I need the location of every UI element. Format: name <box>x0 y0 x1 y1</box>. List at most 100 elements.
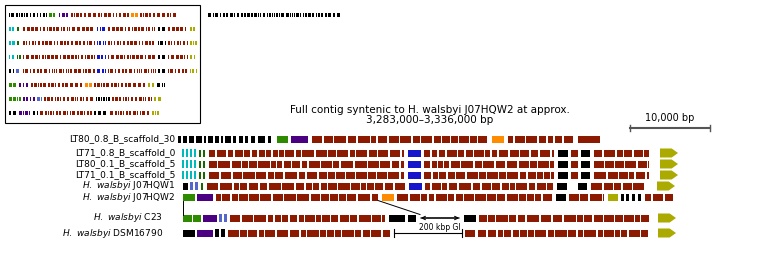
Bar <box>59 69 62 73</box>
Bar <box>160 41 163 45</box>
Bar <box>492 135 504 143</box>
Bar <box>516 183 527 190</box>
Bar <box>499 172 506 178</box>
Bar <box>478 230 486 236</box>
Bar <box>118 111 119 115</box>
Bar <box>389 215 405 221</box>
Bar <box>496 215 508 221</box>
Bar <box>240 183 247 190</box>
Bar <box>148 97 150 101</box>
Bar <box>139 41 140 45</box>
Bar <box>408 172 421 178</box>
Bar <box>312 13 314 17</box>
Bar <box>25 69 28 73</box>
Bar <box>132 55 135 59</box>
Text: 3,283,000–3,336,000 bp: 3,283,000–3,336,000 bp <box>367 115 494 125</box>
Bar <box>23 55 24 59</box>
Bar <box>368 172 376 178</box>
Bar <box>328 183 337 190</box>
Bar <box>434 135 441 143</box>
Bar <box>9 97 12 101</box>
Bar <box>342 230 354 236</box>
Bar <box>336 172 345 178</box>
Bar <box>254 13 257 17</box>
Bar <box>395 183 405 190</box>
Bar <box>40 27 41 31</box>
Bar <box>311 193 320 200</box>
Bar <box>448 193 454 200</box>
Bar <box>341 160 353 168</box>
Bar <box>118 69 120 73</box>
Bar <box>71 55 74 59</box>
Bar <box>170 69 173 73</box>
Bar <box>258 160 270 168</box>
Bar <box>285 150 294 156</box>
Bar <box>190 171 192 179</box>
Bar <box>80 13 82 17</box>
Bar <box>76 13 79 17</box>
Text: LT71_0.8_B_scaffold_0: LT71_0.8_B_scaffold_0 <box>75 149 175 157</box>
Bar <box>114 83 117 87</box>
Bar <box>152 41 154 45</box>
Text: Full contig syntenic to H. walsbyi J07HQW2 at approx.: Full contig syntenic to H. walsbyi J07HQ… <box>290 105 570 115</box>
Bar <box>81 55 83 59</box>
Bar <box>421 135 432 143</box>
Bar <box>603 193 604 200</box>
Bar <box>143 83 145 87</box>
Bar <box>33 111 35 115</box>
Bar <box>120 55 123 59</box>
Bar <box>23 69 24 73</box>
Bar <box>502 183 509 190</box>
Bar <box>134 27 137 31</box>
Bar <box>369 150 377 156</box>
Bar <box>577 215 583 221</box>
Bar <box>94 41 95 45</box>
Bar <box>429 193 434 200</box>
Bar <box>13 69 14 73</box>
Bar <box>182 149 184 157</box>
Bar <box>111 55 114 59</box>
Bar <box>13 97 16 101</box>
Bar <box>644 150 649 156</box>
Bar <box>203 172 205 178</box>
Bar <box>401 172 404 178</box>
Bar <box>106 97 107 101</box>
Bar <box>97 41 98 45</box>
Bar <box>145 55 146 59</box>
Bar <box>307 230 319 236</box>
Bar <box>184 55 185 59</box>
Bar <box>333 13 335 17</box>
Bar <box>273 193 283 200</box>
Bar <box>338 183 350 190</box>
Bar <box>322 215 330 221</box>
Bar <box>302 160 307 168</box>
Bar <box>143 13 144 17</box>
Bar <box>187 41 188 45</box>
Bar <box>9 27 11 31</box>
Bar <box>555 135 562 143</box>
Bar <box>84 111 85 115</box>
Bar <box>449 183 457 190</box>
Bar <box>558 172 568 178</box>
Bar <box>54 69 55 73</box>
Bar <box>17 97 18 101</box>
Bar <box>307 172 317 178</box>
Bar <box>72 111 75 115</box>
Bar <box>256 172 266 178</box>
Bar <box>98 111 101 115</box>
Bar <box>614 183 621 190</box>
Bar <box>367 183 374 190</box>
Bar <box>147 111 149 115</box>
Bar <box>190 41 192 45</box>
Bar <box>199 160 201 168</box>
Bar <box>389 135 399 143</box>
Bar <box>129 69 132 73</box>
Bar <box>91 55 93 59</box>
Bar <box>180 41 181 45</box>
Bar <box>199 150 201 156</box>
Bar <box>152 83 154 87</box>
Bar <box>294 13 295 17</box>
Bar <box>351 183 360 190</box>
Bar <box>433 172 438 178</box>
Bar <box>77 97 78 101</box>
